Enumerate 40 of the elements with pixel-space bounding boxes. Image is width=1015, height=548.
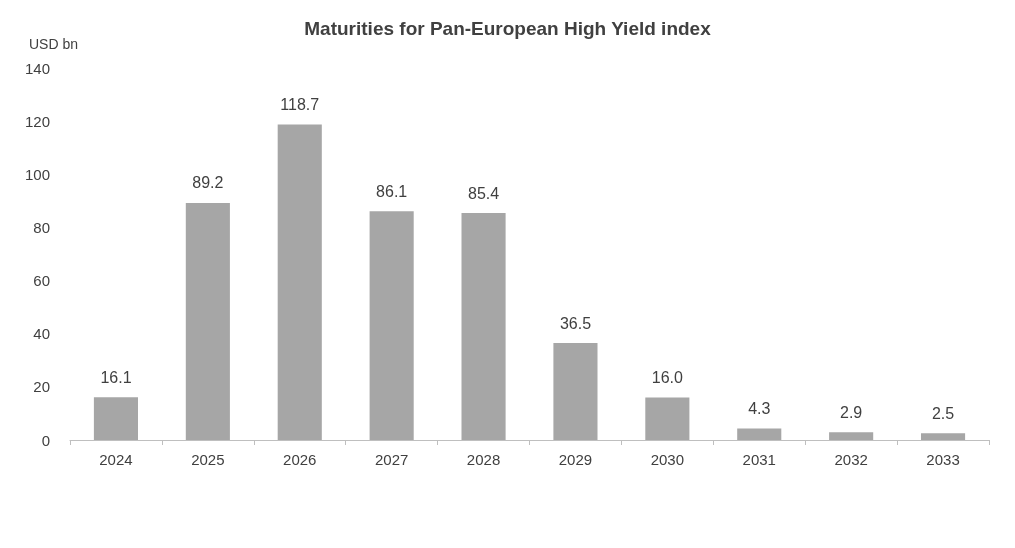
bar bbox=[553, 343, 598, 440]
data-label: 85.4 bbox=[467, 184, 500, 202]
y-tick-label: 60 bbox=[33, 272, 50, 290]
data-label: 2.9 bbox=[840, 403, 863, 421]
data-label: 89.2 bbox=[192, 174, 224, 192]
x-tick-label: 2029 bbox=[558, 451, 593, 468]
x-tick-label: 2026 bbox=[283, 451, 317, 468]
data-label: 16.1 bbox=[100, 368, 132, 386]
x-tick-label: 2024 bbox=[99, 451, 133, 468]
bar bbox=[461, 213, 506, 440]
bar bbox=[645, 397, 690, 440]
y-tick-label: 140 bbox=[24, 59, 50, 77]
data-label: 86.1 bbox=[376, 182, 408, 200]
data-label: 4.3 bbox=[748, 400, 771, 418]
bar bbox=[369, 211, 414, 440]
y-tick-label: 100 bbox=[24, 165, 50, 183]
bar bbox=[277, 124, 322, 440]
y-tick-label: 40 bbox=[33, 325, 50, 343]
chart-title: Maturities for Pan-European High Yield index bbox=[304, 18, 712, 39]
bar bbox=[185, 202, 230, 440]
data-label: 118.7 bbox=[280, 96, 320, 114]
bar bbox=[829, 432, 874, 440]
bar bbox=[737, 428, 782, 440]
data-label: 36.5 bbox=[559, 314, 592, 332]
y-tick-label: 0 bbox=[41, 431, 50, 449]
y-tick-label: 20 bbox=[33, 378, 50, 396]
x-tick-label: 2032 bbox=[834, 451, 868, 468]
x-tick-label: 2031 bbox=[742, 451, 776, 468]
data-label: 16.0 bbox=[651, 368, 684, 386]
x-tick-label: 2027 bbox=[374, 451, 409, 468]
y-axis-title: USD bn bbox=[29, 36, 79, 52]
x-tick-label: 2033 bbox=[926, 451, 960, 468]
bar bbox=[920, 433, 966, 440]
y-tick-label: 80 bbox=[33, 218, 50, 236]
bar bbox=[93, 397, 139, 440]
y-tick-label: 120 bbox=[24, 112, 50, 130]
x-tick-label: 2028 bbox=[466, 451, 501, 468]
x-tick-label: 2025 bbox=[191, 451, 225, 468]
data-label: 2.5 bbox=[931, 404, 955, 422]
x-tick-label: 2030 bbox=[650, 451, 685, 468]
